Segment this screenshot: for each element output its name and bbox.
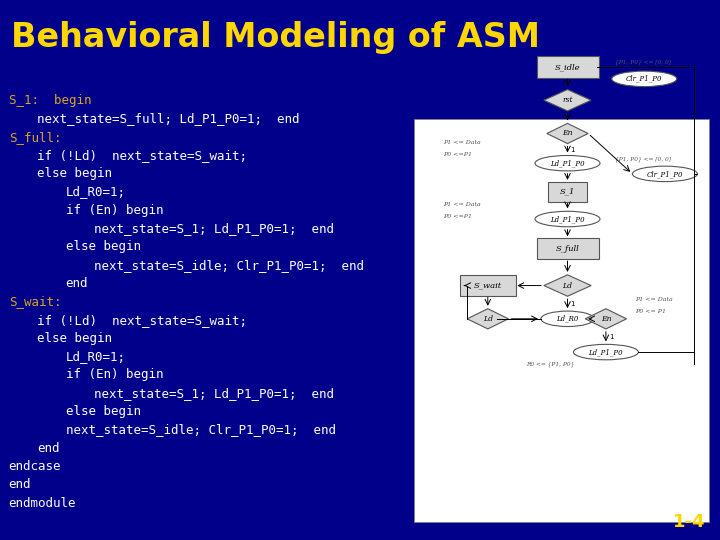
Text: if (!Ld)  next_state=S_wait;: if (!Ld) next_state=S_wait; — [37, 314, 247, 327]
Text: Ld_R0=1;: Ld_R0=1; — [66, 186, 126, 199]
Text: S_wait: S_wait — [474, 281, 502, 289]
FancyBboxPatch shape — [536, 238, 598, 259]
Text: P1 <= Data: P1 <= Data — [444, 202, 481, 207]
Text: P0 <= P1: P0 <= P1 — [635, 309, 667, 314]
FancyBboxPatch shape — [536, 56, 598, 78]
Text: next_state=S_1; Ld_P1_P0=1;  end: next_state=S_1; Ld_P1_P0=1; end — [94, 387, 334, 400]
Text: else begin: else begin — [37, 167, 112, 180]
Text: Ld: Ld — [483, 315, 492, 323]
Ellipse shape — [632, 166, 698, 181]
Text: Ld_R0: Ld_R0 — [557, 315, 579, 323]
Text: next_state=S_full; Ld_P1_P0=1;  end: next_state=S_full; Ld_P1_P0=1; end — [37, 112, 300, 125]
Text: Clr_P1_P0: Clr_P1_P0 — [647, 170, 683, 178]
Text: {P1, P0} <= [0, 0]: {P1, P0} <= [0, 0] — [615, 157, 671, 163]
Polygon shape — [585, 309, 626, 329]
Ellipse shape — [541, 311, 594, 327]
Text: next_state=S_idle; Clr_P1_P0=1;  end: next_state=S_idle; Clr_P1_P0=1; end — [66, 423, 336, 436]
Text: 1-4: 1-4 — [673, 513, 706, 531]
Text: rst: rst — [562, 96, 573, 104]
Text: next_state=S_1; Ld_P1_P0=1;  end: next_state=S_1; Ld_P1_P0=1; end — [94, 222, 334, 235]
Text: P1 <= Data: P1 <= Data — [444, 140, 481, 145]
Polygon shape — [467, 309, 508, 329]
Text: else begin: else begin — [37, 332, 112, 345]
Text: Ld_P1_P0: Ld_P1_P0 — [550, 215, 585, 223]
Ellipse shape — [573, 345, 639, 360]
Text: Ld: Ld — [562, 281, 572, 289]
Text: else begin: else begin — [66, 240, 140, 253]
FancyBboxPatch shape — [549, 181, 587, 202]
Text: En: En — [600, 315, 611, 323]
Text: P1 <= Data: P1 <= Data — [635, 298, 673, 302]
Text: S_1: S_1 — [560, 188, 575, 195]
Text: {P1, P0} <= [0, 0]: {P1, P0} <= [0, 0] — [615, 59, 671, 65]
Text: S_idle: S_idle — [554, 63, 580, 71]
Text: Clr_P1_P0: Clr_P1_P0 — [626, 75, 662, 83]
Text: if (!Ld)  next_state=S_wait;: if (!Ld) next_state=S_wait; — [37, 149, 247, 162]
Text: 1: 1 — [570, 146, 575, 152]
Text: Ld_P1_P0: Ld_P1_P0 — [550, 159, 585, 167]
Text: S_wait:: S_wait: — [9, 295, 61, 308]
Text: end: end — [37, 442, 60, 455]
Ellipse shape — [535, 211, 600, 227]
Text: else begin: else begin — [66, 405, 140, 418]
Text: 1: 1 — [609, 334, 613, 340]
Text: endcase: endcase — [9, 460, 61, 473]
Text: S_full: S_full — [556, 245, 580, 253]
Ellipse shape — [612, 71, 677, 86]
Text: En: En — [562, 130, 572, 138]
Text: if (En) begin: if (En) begin — [66, 368, 163, 381]
Text: end: end — [66, 277, 88, 290]
Text: Ld_R0=1;: Ld_R0=1; — [66, 350, 126, 363]
FancyBboxPatch shape — [460, 275, 516, 295]
FancyBboxPatch shape — [414, 119, 709, 522]
Text: S_full:: S_full: — [9, 131, 61, 144]
Text: endmodule: endmodule — [9, 497, 76, 510]
Text: P0 <=P1: P0 <=P1 — [444, 214, 472, 219]
Text: if (En) begin: if (En) begin — [66, 204, 163, 217]
Text: end: end — [9, 478, 31, 491]
Text: next_state=S_idle; Clr_P1_P0=1;  end: next_state=S_idle; Clr_P1_P0=1; end — [94, 259, 364, 272]
Polygon shape — [547, 123, 588, 144]
Text: R0 <= {P1, P0}: R0 <= {P1, P0} — [526, 361, 575, 367]
Ellipse shape — [535, 156, 600, 171]
Text: Ld_P1_P0: Ld_P1_P0 — [588, 348, 624, 356]
Text: S_1:  begin: S_1: begin — [9, 94, 91, 107]
Text: 1: 1 — [570, 301, 575, 307]
Text: Behavioral Modeling of ASM: Behavioral Modeling of ASM — [11, 22, 540, 55]
Polygon shape — [544, 275, 591, 296]
Text: P0 <=P1: P0 <=P1 — [444, 152, 472, 157]
Polygon shape — [544, 90, 591, 111]
